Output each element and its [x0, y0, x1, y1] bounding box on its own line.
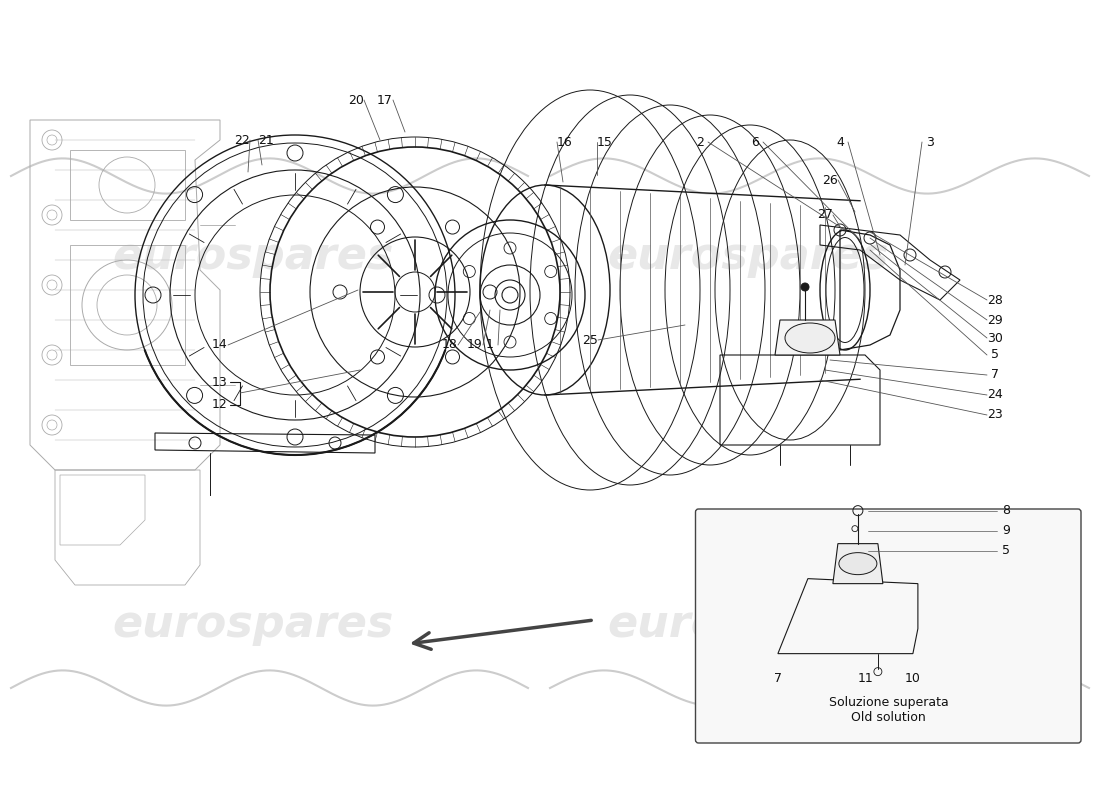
- Text: 23: 23: [987, 409, 1003, 422]
- Ellipse shape: [785, 323, 835, 353]
- Polygon shape: [776, 320, 840, 355]
- Text: 20: 20: [348, 94, 364, 106]
- Text: 1: 1: [486, 338, 494, 351]
- Text: 16: 16: [557, 135, 573, 149]
- Text: 14: 14: [212, 338, 228, 351]
- Text: 27: 27: [817, 209, 833, 222]
- Text: 4: 4: [836, 135, 844, 149]
- Text: 30: 30: [987, 331, 1003, 345]
- Ellipse shape: [839, 553, 877, 574]
- Text: eurospares: eurospares: [607, 602, 889, 646]
- Text: 19: 19: [468, 338, 483, 351]
- Text: eurospares: eurospares: [112, 234, 394, 278]
- Text: 22: 22: [234, 134, 250, 146]
- Text: eurospares: eurospares: [607, 234, 889, 278]
- Text: 12: 12: [212, 398, 228, 411]
- Text: 2: 2: [696, 135, 704, 149]
- Text: 9: 9: [1002, 524, 1010, 537]
- Text: 18: 18: [442, 338, 458, 351]
- Text: 11: 11: [858, 672, 873, 685]
- Text: 15: 15: [597, 135, 613, 149]
- FancyBboxPatch shape: [695, 509, 1081, 743]
- Polygon shape: [833, 544, 883, 584]
- Text: 21: 21: [258, 134, 274, 146]
- Text: 24: 24: [987, 389, 1003, 402]
- Text: 28: 28: [987, 294, 1003, 306]
- Text: 8: 8: [1002, 504, 1010, 517]
- Text: 17: 17: [377, 94, 393, 106]
- Text: 3: 3: [926, 135, 934, 149]
- Text: 6: 6: [751, 135, 759, 149]
- Text: 7: 7: [991, 369, 999, 382]
- Text: 5: 5: [1002, 544, 1010, 557]
- Text: 5: 5: [991, 349, 999, 362]
- Text: 26: 26: [822, 174, 838, 186]
- Text: 10: 10: [905, 672, 921, 685]
- Text: 7: 7: [774, 672, 782, 685]
- Text: Soluzione superata
Old solution: Soluzione superata Old solution: [829, 696, 948, 725]
- Text: eurospares: eurospares: [112, 602, 394, 646]
- Circle shape: [801, 283, 808, 291]
- Text: 13: 13: [212, 375, 228, 389]
- Text: 25: 25: [582, 334, 598, 346]
- Text: 29: 29: [987, 314, 1003, 326]
